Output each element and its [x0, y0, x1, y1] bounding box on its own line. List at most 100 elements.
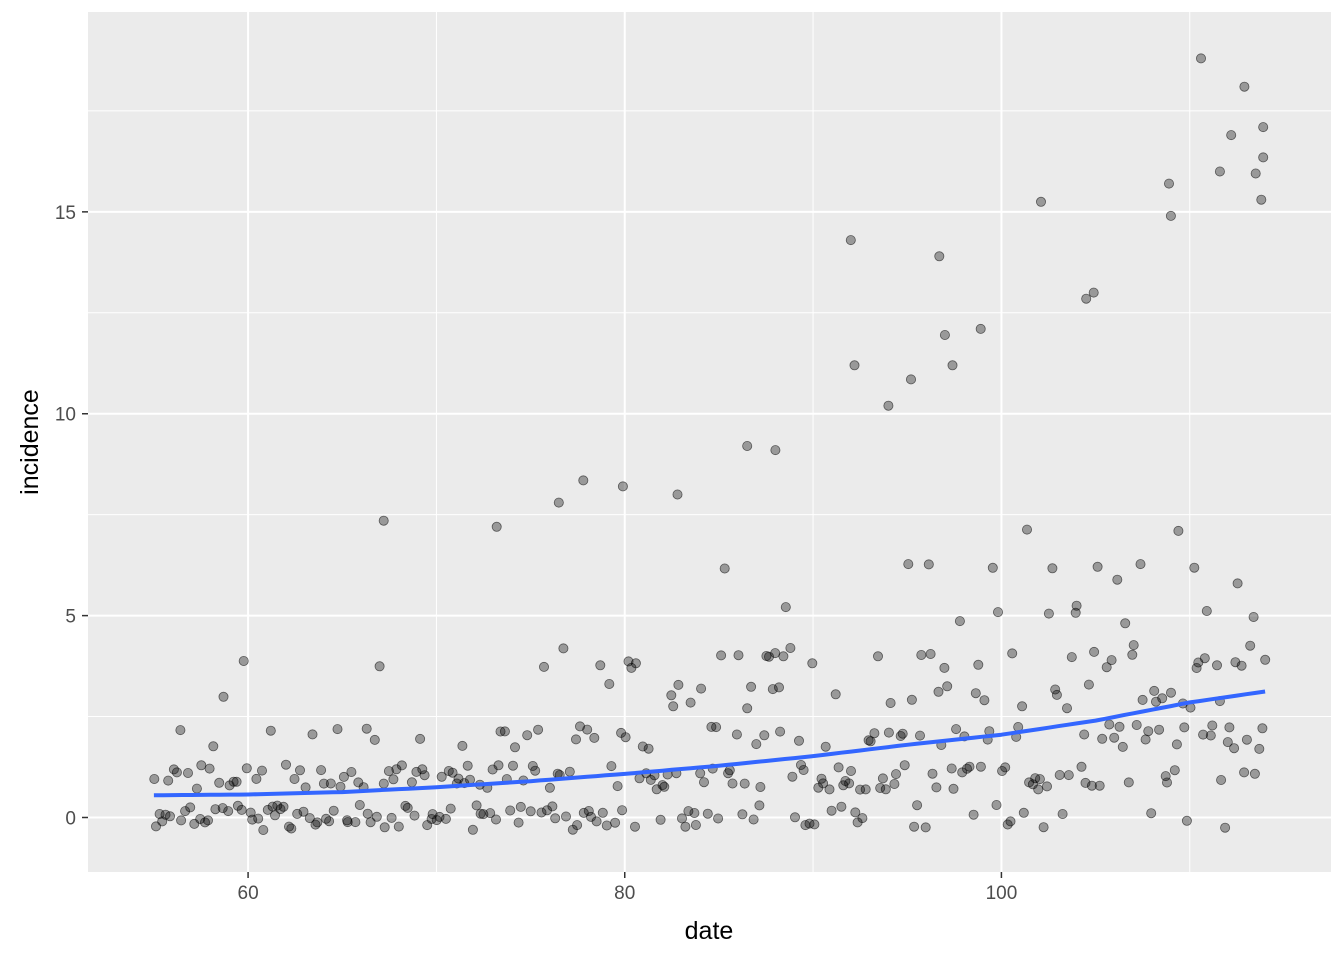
data-point-outlier [491, 521, 502, 532]
data-point [1114, 721, 1125, 732]
data-point [440, 813, 451, 824]
data-point [1201, 606, 1212, 617]
data-point [1149, 685, 1160, 696]
data-point [1042, 781, 1053, 792]
data-point [354, 800, 365, 811]
data-point [1097, 733, 1108, 744]
data-point [880, 784, 891, 795]
x-tick-label: 60 [238, 883, 259, 904]
data-point [1094, 780, 1105, 791]
data-point [906, 694, 917, 705]
data-point [775, 726, 786, 737]
data-point [176, 815, 187, 826]
data-point [185, 802, 196, 813]
data-point [916, 650, 927, 661]
data-point [711, 722, 722, 733]
data-point [683, 806, 694, 817]
data-point [794, 735, 805, 746]
data-point [591, 816, 602, 827]
data-point [1027, 779, 1038, 790]
data-point [493, 760, 504, 771]
data-point [1169, 765, 1180, 776]
data-point-outlier [1081, 293, 1092, 304]
data-point [1076, 761, 1087, 772]
data-point [1260, 654, 1271, 665]
data-point [899, 760, 910, 771]
data-point [1131, 720, 1142, 731]
data-point-outlier [1226, 130, 1237, 141]
data-point [857, 813, 868, 824]
data-point [657, 780, 668, 791]
data-point [1051, 689, 1062, 700]
x-axis-title: date [685, 917, 734, 945]
data-point [1179, 722, 1190, 733]
data-point [530, 765, 541, 776]
data-point [417, 764, 428, 775]
data-point [434, 811, 445, 822]
data-point [1054, 770, 1065, 781]
data-point [1207, 720, 1218, 731]
data-point [1212, 660, 1223, 671]
data-point [196, 760, 207, 771]
data-point [1220, 822, 1231, 833]
data-point [968, 809, 979, 820]
data-point [462, 760, 473, 771]
minor-gridlines [88, 12, 1331, 872]
data-point [1232, 578, 1243, 589]
smooth-trend-line [153, 689, 1266, 798]
data-point [846, 766, 857, 777]
data-point [294, 765, 305, 776]
data-point [1104, 719, 1115, 730]
data-point-outlier [770, 445, 781, 456]
data-point [933, 686, 944, 697]
y-tick-label: 15 [55, 203, 76, 224]
data-point [666, 690, 677, 701]
data-point [175, 725, 186, 736]
data-point [818, 778, 829, 789]
data-point [1151, 696, 1162, 707]
data-point [393, 821, 404, 832]
data-point [445, 803, 456, 814]
data-point [582, 724, 593, 735]
data-point [1127, 649, 1138, 660]
data-point [601, 820, 612, 831]
data-point [182, 768, 193, 779]
data-point [383, 766, 394, 777]
data-point [1050, 684, 1061, 695]
data-point [1128, 640, 1139, 651]
y-axis-title: incidence [16, 389, 44, 495]
data-point [253, 813, 264, 824]
data-point [964, 761, 975, 772]
data-point [402, 802, 413, 813]
data-point [836, 801, 847, 812]
data-point [280, 759, 291, 770]
data-point [1173, 525, 1184, 536]
data-point-outlier [1250, 168, 1261, 179]
data-point [589, 732, 600, 743]
data-point [787, 771, 798, 782]
data-point [1092, 561, 1103, 572]
data-point [844, 778, 855, 789]
data-point [612, 781, 623, 792]
data-point [927, 768, 938, 779]
data-point [1199, 653, 1210, 664]
data-point [659, 781, 670, 792]
data-point [668, 701, 679, 712]
data-point [723, 768, 734, 779]
data-point [149, 774, 160, 785]
data-point [583, 806, 594, 817]
data-point [731, 729, 742, 740]
data-point [316, 765, 327, 776]
data-point [265, 725, 276, 736]
data-point [1120, 618, 1131, 629]
scatter-points [149, 53, 1271, 836]
data-point [865, 736, 876, 747]
data-point [391, 764, 402, 775]
data-point [312, 817, 323, 828]
data-point [748, 814, 759, 825]
data-point [1198, 729, 1209, 740]
data-point [1135, 559, 1146, 570]
data-point [1189, 562, 1200, 573]
data-point [214, 777, 225, 788]
data-point [727, 778, 738, 789]
